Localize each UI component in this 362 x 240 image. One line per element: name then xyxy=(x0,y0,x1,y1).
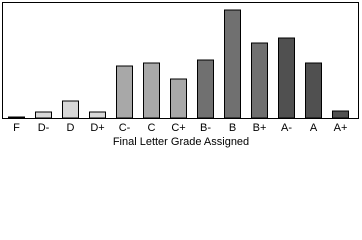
x-tick-label: A xyxy=(310,122,318,134)
bar xyxy=(197,59,214,119)
x-tick-label: A+ xyxy=(334,122,348,134)
bar xyxy=(170,78,187,119)
x-tick-label: D xyxy=(67,122,75,134)
x-tick-label: C+ xyxy=(171,122,185,134)
x-tick-label: B- xyxy=(200,122,211,134)
bar xyxy=(143,62,160,119)
x-tick-label: D- xyxy=(38,122,50,134)
x-tick-label: B+ xyxy=(253,122,267,134)
bar xyxy=(332,110,349,119)
bar xyxy=(224,9,241,119)
bar xyxy=(62,100,79,119)
bar xyxy=(116,65,133,119)
x-tick-label: A- xyxy=(281,122,292,134)
bar xyxy=(8,116,25,119)
bar xyxy=(251,42,268,119)
x-tick-label: C- xyxy=(119,122,131,134)
bar xyxy=(89,111,106,119)
x-axis-label: Final Letter Grade Assigned xyxy=(113,136,249,148)
x-tick-label: C xyxy=(148,122,156,134)
bar xyxy=(278,37,295,119)
bar xyxy=(305,62,322,119)
bar xyxy=(35,111,52,119)
x-tick-label: B xyxy=(229,122,236,134)
x-tick-label: F xyxy=(13,122,20,134)
chart: Final Letter Grade Assigned F D- D D+ C- C C+ B… xyxy=(2,2,359,148)
x-tick-label: D+ xyxy=(90,122,104,134)
